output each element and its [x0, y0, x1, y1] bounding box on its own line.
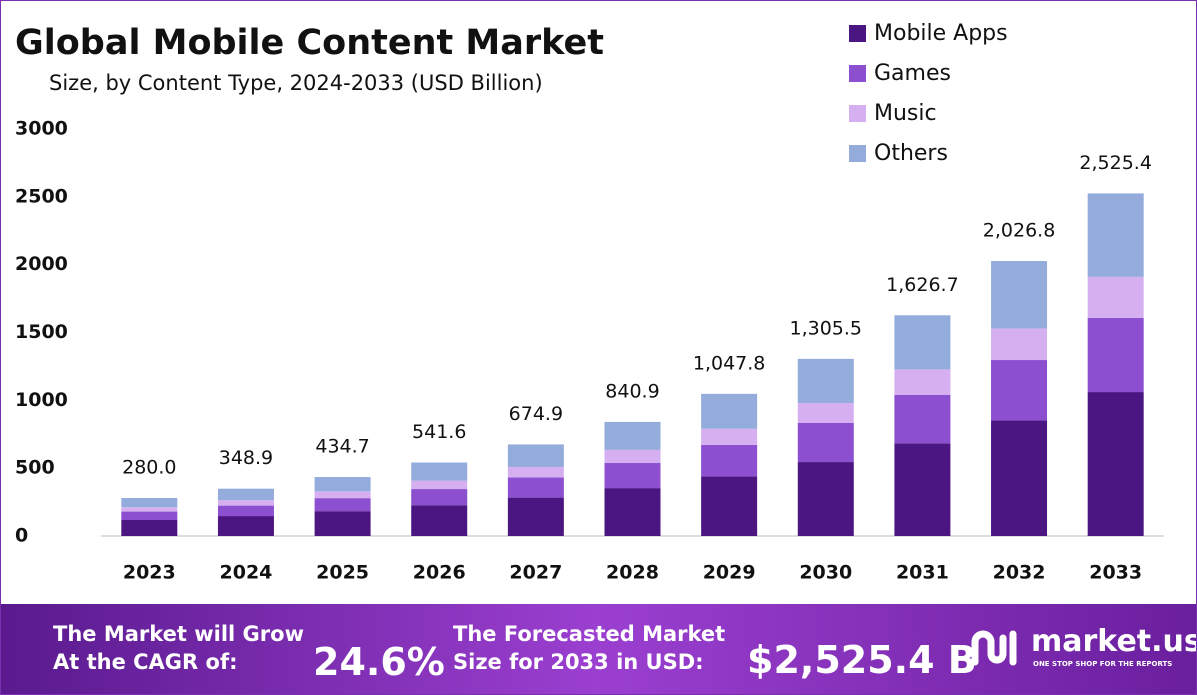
- y-tick-label: 500: [15, 457, 55, 479]
- bar-segment: [991, 360, 1048, 421]
- total-label: 674.9: [509, 403, 563, 425]
- brand: market.us: [1031, 624, 1197, 659]
- bar-segment: [217, 516, 274, 536]
- bar-segment: [217, 500, 274, 506]
- x-tick-label: 2026: [413, 562, 466, 584]
- total-label: 1,305.5: [790, 317, 863, 339]
- bar-segment: [314, 477, 371, 492]
- bar-segment: [894, 315, 951, 370]
- bar-segment: [894, 394, 951, 444]
- legend-swatch: [849, 65, 866, 82]
- bar-segment: [894, 369, 951, 395]
- x-tick-label: 2023: [123, 562, 176, 584]
- x-tick-label: 2027: [509, 562, 562, 584]
- bar-segment: [991, 328, 1048, 361]
- bar-segment: [411, 462, 468, 481]
- total-label: 348.9: [219, 447, 273, 469]
- bar-segment: [314, 491, 371, 499]
- y-tick-label: 1500: [15, 321, 68, 343]
- bar-segment: [604, 488, 661, 536]
- x-tick-label: 2025: [316, 562, 369, 584]
- bar-segment: [1087, 193, 1144, 277]
- bar-segment: [701, 428, 758, 445]
- total-label: 840.9: [605, 380, 659, 402]
- y-tick-label: 2500: [15, 185, 68, 207]
- legend-swatch: [849, 25, 866, 42]
- total-label: 434.7: [315, 436, 369, 458]
- bar-segment: [217, 505, 274, 517]
- bar-segment: [507, 477, 564, 498]
- bar-segment: [411, 489, 468, 506]
- x-tick-label: 2024: [220, 562, 273, 584]
- legend-label: Music: [874, 101, 937, 126]
- bar-segment: [217, 488, 274, 501]
- bar-segment: [1087, 392, 1144, 536]
- footer: The Market will Grow At the CAGR of: 24.…: [1, 604, 1196, 694]
- y-tick-label: 1000: [15, 389, 68, 411]
- chart-title: Global Mobile Content Market: [15, 23, 604, 63]
- bar-segment: [121, 519, 178, 536]
- bar-segment: [894, 443, 951, 536]
- forecast-value: $2,525.4 B: [747, 638, 977, 682]
- x-tick-label: 2030: [799, 562, 852, 584]
- x-tick-label: 2033: [1089, 562, 1142, 584]
- y-tick-label: 3000: [15, 118, 68, 140]
- bar-segment: [121, 511, 178, 520]
- forecast-text: Size for 2033 in USD:: [453, 650, 704, 674]
- bar-segment: [604, 449, 661, 464]
- bar-segment: [797, 462, 854, 536]
- x-tick-label: 2028: [606, 562, 659, 584]
- legend-label: Others: [874, 141, 948, 166]
- bar-segment: [701, 444, 758, 477]
- bar-segment: [701, 393, 758, 429]
- total-label: 1,047.8: [693, 352, 766, 374]
- bar-segment: [507, 466, 564, 478]
- bar-segment: [1087, 276, 1144, 318]
- forecast-text: The Forecasted Market: [453, 622, 726, 646]
- bar-segment: [991, 261, 1048, 329]
- bar-segment: [121, 498, 178, 508]
- total-label: 280.0: [122, 457, 176, 479]
- bar-segment: [604, 463, 661, 489]
- bar-segment: [797, 422, 854, 463]
- bar-segment: [507, 444, 564, 467]
- bar-segment: [314, 498, 371, 512]
- brand-logo: [971, 630, 1017, 666]
- bar-segment: [411, 480, 468, 490]
- bar-segment: [701, 476, 758, 536]
- cagr-text: At the CAGR of:: [53, 650, 238, 674]
- bar-segment: [604, 421, 661, 450]
- legend-swatch: [849, 105, 866, 122]
- bar-segment: [314, 511, 371, 536]
- cagr-text: The Market will Grow: [53, 622, 304, 646]
- total-label: 2,026.8: [983, 220, 1056, 242]
- legend-label: Games: [874, 61, 951, 86]
- bar-segment: [797, 358, 854, 404]
- y-tick-label: 2000: [15, 253, 68, 275]
- legend-label: Mobile Apps: [874, 21, 1008, 46]
- cagr-value: 24.6%: [313, 640, 445, 684]
- bar-segment: [507, 497, 564, 536]
- chart: Global Mobile Content Market Size, by Co…: [15, 21, 1164, 584]
- bar-segment: [1087, 317, 1144, 393]
- total-label: 2,525.4: [1079, 152, 1152, 174]
- legend-swatch: [849, 145, 866, 162]
- x-tick-label: 2032: [993, 562, 1046, 584]
- chart-subtitle: Size, by Content Type, 2024-2033 (USD Bi…: [49, 71, 543, 95]
- bar-segment: [411, 505, 468, 536]
- bar-segment: [991, 420, 1048, 536]
- x-tick-label: 2031: [896, 562, 949, 584]
- y-tick-label: 0: [15, 525, 28, 547]
- tagline: ONE STOP SHOP FOR THE REPORTS: [1033, 660, 1173, 668]
- bar-segment: [797, 403, 854, 423]
- total-label: 541.6: [412, 421, 466, 443]
- bar-segment: [121, 507, 178, 512]
- x-tick-label: 2029: [703, 562, 756, 584]
- total-label: 1,626.7: [886, 274, 959, 296]
